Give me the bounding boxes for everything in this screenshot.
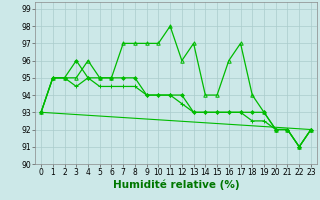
X-axis label: Humidité relative (%): Humidité relative (%)	[113, 180, 239, 190]
